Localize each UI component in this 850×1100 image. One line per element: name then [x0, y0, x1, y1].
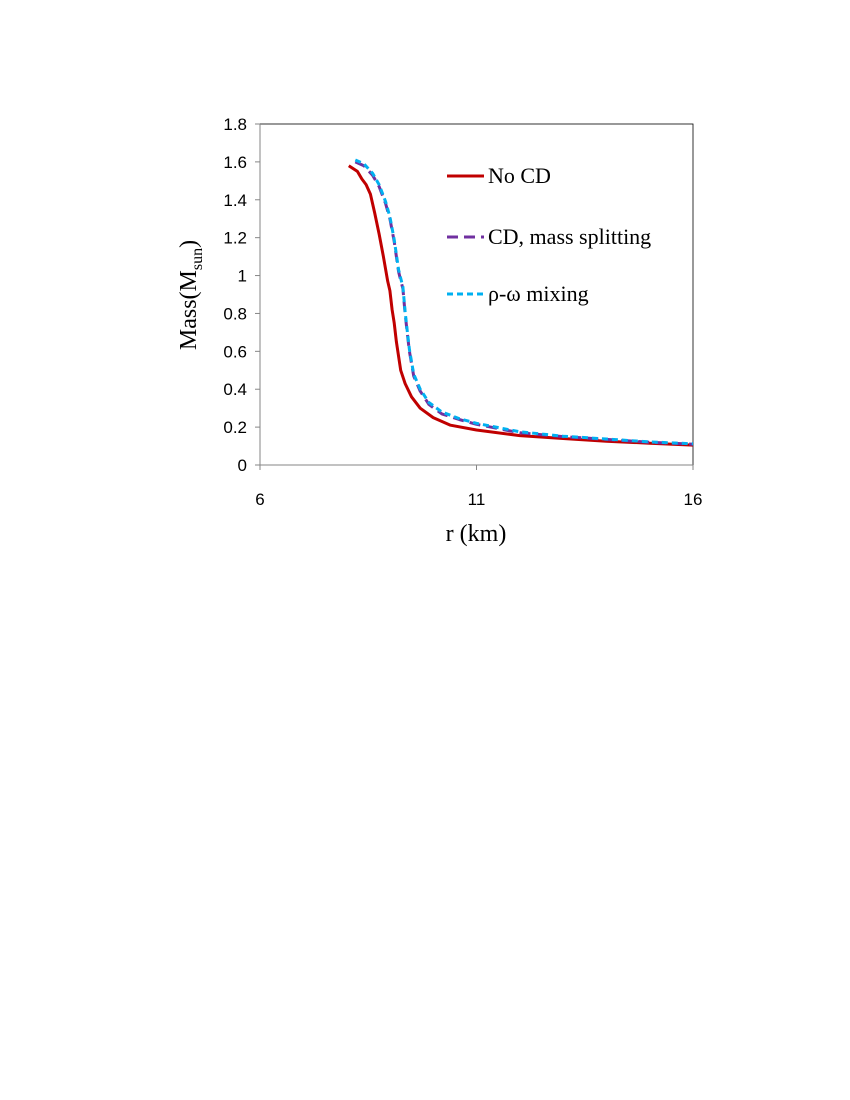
y-tick-label: 1.8 — [223, 115, 247, 134]
y-tick-label: 0.6 — [223, 342, 247, 361]
y-tick-label: 1 — [238, 267, 247, 286]
series-layer — [347, 158, 694, 447]
x-tick-label: 6 — [255, 490, 264, 509]
legend: No CD CD, mass splitting ρ-ω mixing — [447, 163, 651, 306]
y-tick-label: 1.6 — [223, 153, 247, 172]
y-tick-label: 1.4 — [223, 191, 247, 210]
y-tick-label: 0.8 — [223, 304, 247, 323]
legend-label-1: No CD — [488, 163, 551, 188]
y-axis-label-end: ) — [176, 240, 202, 248]
y-tick-label: 0.4 — [223, 380, 247, 399]
y-tick-label: 0.2 — [223, 418, 247, 437]
series-line-3 — [354, 158, 694, 446]
plot-area: 0 0.2 0.4 0.6 0.8 1 1.2 1.4 1.6 1.8 6 11 16 — [223, 115, 702, 509]
legend-label-2: CD, mass splitting — [488, 224, 651, 249]
x-tick-label: 16 — [684, 490, 703, 509]
y-tick-label: 0 — [238, 456, 247, 475]
legend-label-3: ρ-ω mixing — [488, 281, 589, 306]
axis-labels: r (km) Mass(Msun) — [176, 240, 506, 547]
series-line-1 — [347, 164, 694, 447]
x-tick-label: 11 — [468, 490, 486, 509]
y-tick-label: 1.2 — [223, 229, 247, 248]
y-axis-label-sub: sun — [189, 248, 206, 270]
y-axis-label-main: Mass(M — [176, 270, 202, 350]
x-axis-label: r (km) — [446, 521, 507, 547]
y-axis-label: Mass(Msun) — [176, 240, 206, 350]
